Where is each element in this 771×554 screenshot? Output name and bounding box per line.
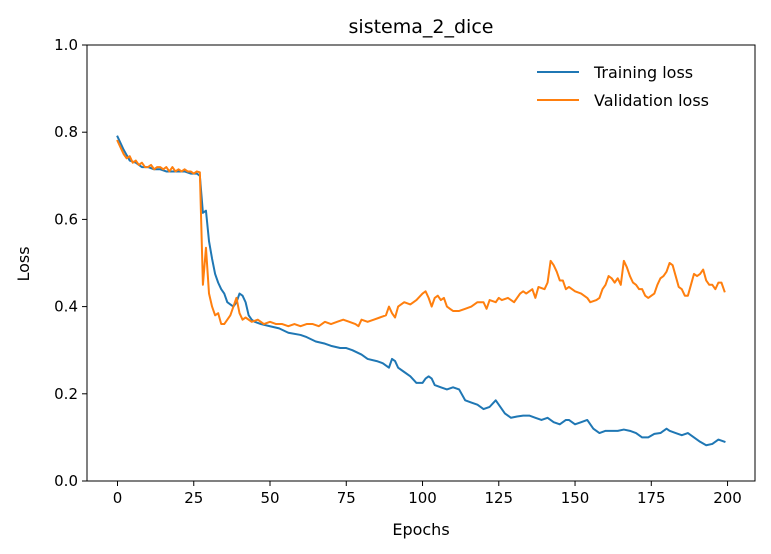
y-tick-label: 0.4 (54, 298, 78, 316)
x-tick-label: 125 (484, 489, 513, 507)
y-tick-label: 0.2 (54, 385, 78, 403)
x-axis-label: Epochs (392, 520, 449, 539)
y-tick-label: 0.0 (54, 472, 78, 490)
chart-title: sistema_2_dice (349, 16, 494, 38)
plot-frame (86, 44, 756, 482)
series-line-training-loss (116, 135, 726, 447)
y-tick-label: 0.6 (54, 210, 78, 228)
x-tick-label: 50 (260, 489, 279, 507)
legend-label: Training loss (593, 63, 693, 82)
y-tick-label: 1.0 (54, 36, 78, 54)
x-tick-label: 25 (184, 489, 203, 507)
x-tick-label: 75 (337, 489, 356, 507)
x-tick-label: 200 (713, 489, 742, 507)
y-axis-label: Loss (14, 246, 33, 281)
legend-label: Validation loss (594, 91, 709, 110)
axis-ticks: 0 25 50 75 100 125 150 175 200 0.0 0.2 0.4 0.6 0.8 1.0 (54, 36, 742, 507)
series-line-validation-loss (116, 139, 726, 328)
x-tick-label: 175 (637, 489, 666, 507)
x-tick-label: 100 (408, 489, 437, 507)
plot-area (116, 135, 726, 447)
y-tick-label: 0.8 (54, 123, 78, 141)
legend: Training loss Validation loss (537, 63, 709, 110)
x-tick-label: 150 (561, 489, 590, 507)
x-tick-label: 0 (113, 489, 123, 507)
